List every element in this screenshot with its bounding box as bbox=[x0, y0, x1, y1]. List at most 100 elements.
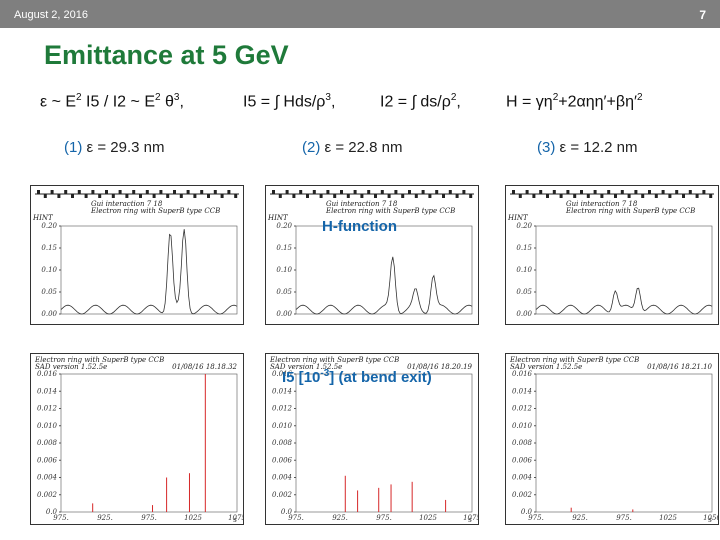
y-tick-label: 0.20 bbox=[276, 222, 292, 230]
magnet-mark bbox=[580, 190, 583, 194]
magnet-mark bbox=[661, 190, 665, 194]
magnet-mark bbox=[552, 190, 556, 194]
magnet-mark bbox=[442, 194, 445, 198]
magnet-mark bbox=[688, 190, 692, 194]
plot-header-3: HINT bbox=[507, 214, 529, 222]
y-tick-label: 0.008 bbox=[512, 439, 533, 447]
y-tick-label: 0.016 bbox=[272, 370, 293, 378]
x-tick-label: 1025 bbox=[659, 514, 677, 522]
magnet-mark bbox=[152, 194, 156, 198]
x-tick-label: 975. bbox=[376, 514, 392, 522]
y-tick-label: 0.0 bbox=[281, 508, 293, 516]
magnet-mark bbox=[428, 194, 432, 198]
plot-header-2: SAD version 1.52.5e bbox=[270, 363, 342, 371]
plot-frame bbox=[60, 373, 238, 513]
y-tick-label: 0.008 bbox=[272, 439, 293, 447]
plot-header-1: Gui interaction 7 18 bbox=[91, 200, 163, 208]
x-tick-label: 975. bbox=[53, 514, 69, 522]
magnet-mark bbox=[306, 194, 309, 198]
x-tick-label: 1075 bbox=[463, 514, 478, 522]
y-tick-label: 0.016 bbox=[512, 370, 533, 378]
magnet-mark bbox=[648, 190, 651, 194]
magnet-mark bbox=[292, 194, 296, 198]
magnet-mark bbox=[607, 190, 611, 194]
y-tick-label: 0.00 bbox=[276, 310, 292, 318]
plot-frame bbox=[295, 373, 473, 513]
magnet-mark bbox=[166, 194, 170, 198]
magnet-mark bbox=[220, 194, 224, 198]
x-axis-label: s bbox=[468, 516, 472, 524]
magnet-mark bbox=[207, 194, 210, 198]
plot-frame bbox=[535, 225, 713, 315]
magnet-mark bbox=[394, 190, 398, 194]
plot-header-1: Gui interaction 7 18 bbox=[326, 200, 398, 208]
magnet-mark bbox=[340, 190, 343, 194]
y-tick-label: 0.014 bbox=[272, 387, 292, 395]
magnet-mark bbox=[682, 194, 685, 198]
magnet-mark bbox=[421, 190, 425, 194]
magnet-mark bbox=[132, 190, 136, 194]
slide-number: 7 bbox=[699, 8, 706, 22]
x-tick-label: 925. bbox=[572, 514, 588, 522]
magnet-mark bbox=[234, 194, 238, 198]
magnet-mark bbox=[333, 194, 337, 198]
y-tick-label: 0.014 bbox=[512, 387, 532, 395]
magnet-mark bbox=[319, 194, 323, 198]
magnet-mark bbox=[573, 194, 577, 198]
y-tick-label: 0.15 bbox=[516, 244, 532, 252]
y-tick-label: 0.05 bbox=[276, 288, 292, 296]
magnet-mark bbox=[272, 190, 275, 194]
magnet-mark bbox=[435, 190, 439, 194]
h-function-curve bbox=[295, 256, 473, 315]
y-tick-label: 0.010 bbox=[512, 422, 533, 430]
magnet-mark bbox=[227, 190, 231, 194]
magnet-mark bbox=[408, 190, 411, 194]
y-tick-label: 0.006 bbox=[272, 456, 293, 464]
magnet-mark bbox=[98, 194, 102, 198]
magnet-mark bbox=[285, 190, 289, 194]
y-tick-label: 0.00 bbox=[516, 310, 532, 318]
magnet-mark bbox=[627, 194, 631, 198]
plot-header-1: Gui interaction 7 18 bbox=[566, 200, 638, 208]
slide-date: August 2, 2016 bbox=[14, 9, 89, 21]
plot-date: 01/08/16 18.18.32 bbox=[172, 363, 237, 371]
y-tick-label: 0.05 bbox=[516, 288, 532, 296]
y-tick-label: 0.012 bbox=[37, 405, 58, 413]
slide-header-bar: August 2, 2016 7 bbox=[0, 0, 720, 28]
i5-plot-1: Electron ring with SuperB type CCB SAD ve… bbox=[30, 353, 244, 525]
h-function-plot-1: Gui interaction 7 18 Electron ring with S… bbox=[30, 185, 244, 325]
x-tick-label: 1025 bbox=[419, 514, 437, 522]
magnet-mark bbox=[469, 194, 473, 198]
lattice-strip bbox=[510, 190, 714, 198]
magnet-mark bbox=[414, 194, 418, 198]
magnet-mark bbox=[213, 190, 217, 194]
y-tick-label: 0.15 bbox=[276, 244, 292, 252]
plot-header-1: Electron ring with SuperB type CCB bbox=[509, 356, 639, 364]
y-tick-label: 0.05 bbox=[41, 288, 57, 296]
magnet-mark bbox=[84, 194, 88, 198]
case-3-emittance: (3) ε = 12.2 nm bbox=[537, 139, 638, 156]
slide-title: Emittance at 5 GeV bbox=[44, 40, 289, 70]
magnet-mark bbox=[374, 194, 377, 198]
magnet-mark bbox=[702, 190, 706, 194]
x-tick-label: 975. bbox=[616, 514, 632, 522]
x-tick-label: 975. bbox=[528, 514, 544, 522]
magnet-mark bbox=[57, 194, 61, 198]
lattice-strip bbox=[35, 190, 239, 198]
magnet-mark bbox=[353, 190, 357, 194]
y-tick-label: 0.008 bbox=[37, 439, 58, 447]
y-tick-label: 0.10 bbox=[41, 266, 57, 274]
plot-header-1: Electron ring with SuperB type CCB bbox=[34, 356, 164, 364]
y-tick-label: 0.10 bbox=[276, 266, 292, 274]
y-tick-label: 0.002 bbox=[512, 491, 533, 499]
y-tick-label: 0.012 bbox=[272, 405, 293, 413]
x-axis-label: s bbox=[708, 516, 712, 524]
magnet-mark bbox=[43, 194, 47, 198]
x-tick-label: 1050 bbox=[703, 514, 718, 522]
magnet-mark bbox=[668, 194, 672, 198]
x-tick-label: 1025 bbox=[184, 514, 202, 522]
